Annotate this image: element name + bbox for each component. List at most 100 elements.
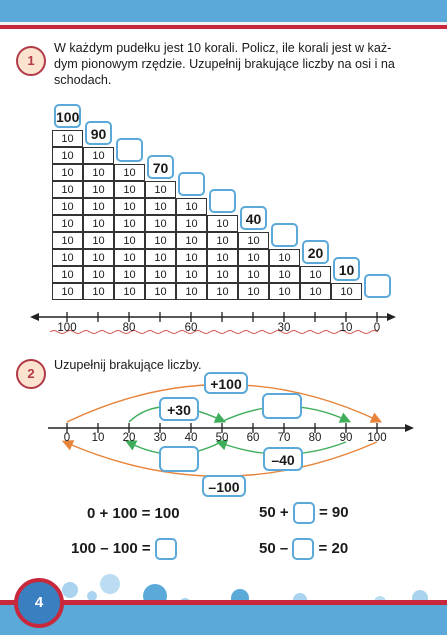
axis-1-label: 0: [373, 322, 381, 334]
bead-box-cell: 10: [114, 198, 145, 215]
eq4-left: 50 –: [259, 539, 289, 557]
bead-box-cell: 10: [238, 283, 269, 300]
axis-1-label: 80: [122, 322, 136, 334]
bead-box-cell: 10: [114, 181, 145, 198]
eq4-right: = 20: [318, 539, 349, 557]
bead-box-cell: 10: [238, 232, 269, 249]
bead-box-cell: 10: [52, 181, 83, 198]
bead-box-cell: 10: [145, 283, 176, 300]
bead-box-cell: 10: [83, 215, 114, 232]
box-plus30: +30: [159, 397, 199, 421]
bead-box-cell: 10: [83, 232, 114, 249]
answer-box-eq2[interactable]: [292, 502, 315, 524]
stair-value-label: 20: [302, 240, 329, 264]
box-plus100: +100: [204, 372, 248, 394]
bead-box-cell: 10: [176, 249, 207, 266]
axis-1-labels: 100 80 60 30 10 0: [0, 322, 447, 338]
bead-box-cell: 10: [52, 266, 83, 283]
footer-bar: [0, 605, 447, 635]
bead-box-cell: 10: [176, 266, 207, 283]
box-blank-bottom[interactable]: [159, 446, 199, 472]
stair-blank-box[interactable]: [271, 223, 298, 247]
bead-box-cell: 10: [207, 232, 238, 249]
axis-2-label: 50: [215, 432, 229, 444]
eq3-left: 100 – 100 =: [71, 539, 151, 557]
staircase-grid: 10 10 10 10 10 10 10 10 10 10 100 10 10 10 10 10 10 10 10 1…: [52, 104, 391, 300]
bead-box-cell: 10: [269, 266, 300, 283]
bead-box-cell: 10: [145, 198, 176, 215]
wavy-underline: [49, 330, 379, 334]
stair-value-label: 40: [240, 206, 267, 230]
axis-2-label: 10: [91, 432, 105, 444]
stair-value-label: 10: [333, 257, 360, 281]
exercise-number-1: 1: [16, 46, 46, 76]
page-number-badge: 4: [14, 578, 64, 628]
stair-value-label: 90: [85, 121, 112, 145]
bead-box-cell: 10: [145, 215, 176, 232]
eq2-left: 50 +: [259, 503, 289, 521]
stair-blank-box[interactable]: [209, 189, 236, 213]
bead-box-cell: 10: [52, 164, 83, 181]
top-stripe: [0, 22, 447, 25]
bead-box-cell: 10: [52, 283, 83, 300]
instruction-line-3: schodach.: [54, 73, 112, 87]
bead-box-cell: 10: [145, 181, 176, 198]
stair-value-label: 70: [147, 155, 174, 179]
bead-box-cell: 10: [83, 181, 114, 198]
equation-1: 0 + 100 = 100: [87, 505, 180, 522]
bead-box-cell: 10: [331, 283, 362, 300]
stair-blank-box[interactable]: [364, 274, 391, 298]
bead-box-cell: 10: [176, 283, 207, 300]
bead-box-cell: 10: [207, 249, 238, 266]
exercise-number-2: 2: [16, 359, 46, 389]
bead-box-cell: 10: [145, 266, 176, 283]
axis-2-label: 100: [367, 432, 387, 444]
bead-box-cell: 10: [114, 232, 145, 249]
box-minus100: –100: [202, 475, 246, 497]
axis-2-label: 40: [184, 432, 198, 444]
stair-blank-box[interactable]: [116, 138, 143, 162]
answer-box-eq3[interactable]: [154, 538, 177, 560]
bead-box-cell: 10: [176, 215, 207, 232]
bead-box-cell: 10: [114, 164, 145, 181]
instruction-line-1: W każdym pudełku jest 10 korali. Policz,…: [54, 41, 392, 55]
equation-2: 50 + = 90: [259, 502, 349, 524]
bead-box-cell: 10: [52, 215, 83, 232]
axis-2-label: 20: [122, 432, 136, 444]
top-banner: [0, 0, 447, 22]
bead-box-cell: 10: [238, 266, 269, 283]
box-minus40: –40: [263, 447, 303, 471]
axis-2-labels: 0 10 20 30 40 50 60 70 80 90 100: [0, 432, 447, 448]
axis-2-arrow: [405, 424, 414, 432]
box-blank-top[interactable]: [262, 393, 302, 419]
stair-value-label: 100: [54, 104, 81, 128]
bead-box-cell: 10: [114, 283, 145, 300]
bead-box-cell: 10: [83, 283, 114, 300]
footer-red-stripe: [0, 600, 447, 605]
bead-box-cell: 10: [145, 249, 176, 266]
axis-arrow-right: [387, 313, 396, 321]
bead-box-cell: 10: [176, 198, 207, 215]
top-red-stripe: [0, 25, 447, 29]
eq2-right: = 90: [318, 503, 349, 521]
bead-box-cell: 10: [114, 266, 145, 283]
exercise1-instruction: W każdym pudełku jest 10 korali. Policz,…: [54, 40, 439, 88]
axis-2-label: 90: [339, 432, 353, 444]
equation-4: 50 – = 20: [259, 538, 348, 560]
bead-box-cell: 10: [207, 283, 238, 300]
bead-box-cell: 10: [83, 249, 114, 266]
stair-blank-box[interactable]: [178, 172, 205, 196]
bead-box-cell: 10: [300, 266, 331, 283]
instruction-line-2: dym pionowym rzędzie. Uzupełnij brakując…: [54, 57, 395, 71]
bead-box-cell: 10: [83, 147, 114, 164]
axis-2-label: 0: [63, 432, 71, 444]
bead-box-cell: 10: [52, 198, 83, 215]
axis-2-label: 30: [153, 432, 167, 444]
bead-box-cell: 10: [145, 232, 176, 249]
bead-box-cell: 10: [176, 232, 207, 249]
bead-box-cell: 10: [114, 249, 145, 266]
bead-box-cell: 10: [114, 215, 145, 232]
answer-box-eq4[interactable]: [292, 538, 315, 560]
axis-2-label: 70: [277, 432, 291, 444]
bead-box-cell: 10: [83, 198, 114, 215]
